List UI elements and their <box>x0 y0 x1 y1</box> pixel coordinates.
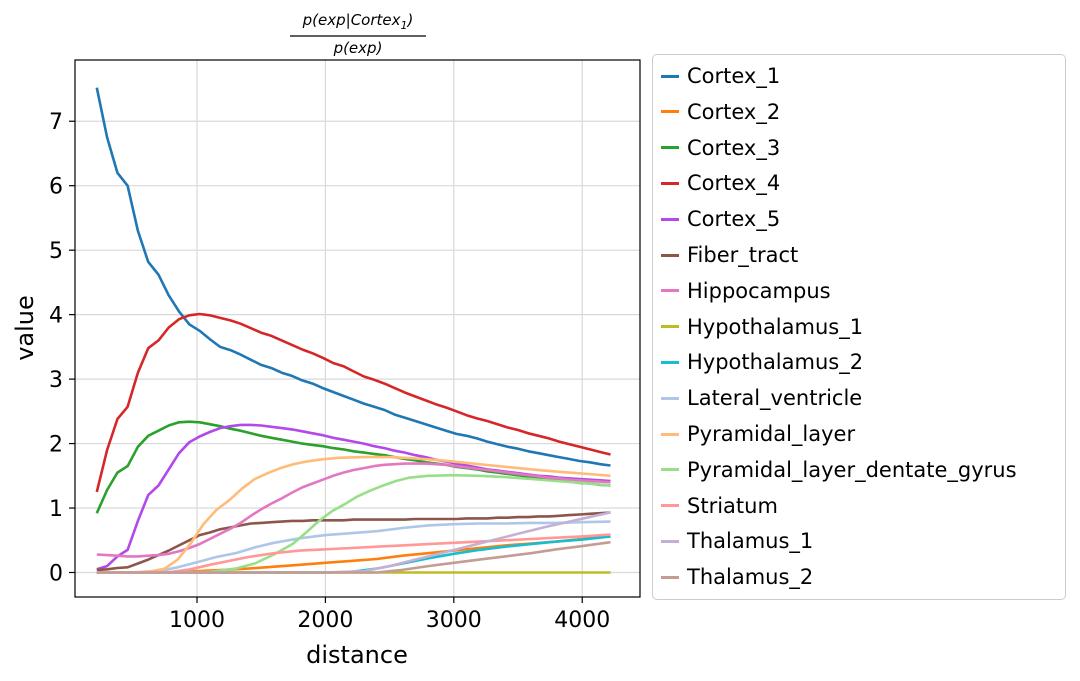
series-line-cortex-4 <box>95 312 611 493</box>
chart-legend: Cortex_1 Cortex_2 Cortex_3 Cortex_4 Cortex_5… <box>652 54 1066 600</box>
chart-title: p(exp|Cortex1) p(exp) <box>290 11 426 57</box>
x-tick-label: 1000 <box>169 608 225 633</box>
series-line-pyramidal-layer <box>96 455 611 574</box>
series-line-lateral-ventricle <box>96 520 611 574</box>
legend-item: Pyramidal_layer <box>661 419 855 449</box>
y-tick-label: 2 <box>49 433 63 458</box>
legend-label: Hypothalamus_2 <box>687 350 864 375</box>
legend-item: Thalamus_1 <box>661 526 813 556</box>
legend-swatch <box>661 181 679 185</box>
legend-swatch <box>661 253 679 257</box>
series-line-fiber-tract <box>96 511 611 572</box>
x-tick-label: 2000 <box>297 608 353 633</box>
legend-label: Thalamus_1 <box>687 529 814 554</box>
legend-swatch <box>661 396 679 400</box>
y-tick-label: 0 <box>49 562 63 587</box>
x-tick-label: 3000 <box>426 608 482 633</box>
legend-swatch <box>661 504 679 508</box>
legend-item: Hippocampus <box>661 276 831 306</box>
legend-label: Pyramidal_layer <box>687 422 856 446</box>
legend-item: Cortex_5 <box>661 204 780 234</box>
y-tick-label: 1 <box>49 497 63 522</box>
title-numerator-text: p(exp|Cortex <box>302 11 401 29</box>
series-line-pyramidal-layer-dentate-gyrus <box>96 473 611 574</box>
legend-swatch <box>661 74 679 78</box>
legend-swatch <box>661 432 679 436</box>
legend-label: Lateral_ventricle <box>687 386 863 411</box>
legend-swatch <box>661 217 679 221</box>
legend-swatch <box>661 110 679 114</box>
legend-item: Fiber_tract <box>661 240 798 270</box>
title-numerator-subscript: 1 <box>401 19 408 32</box>
legend-item: Cortex_2 <box>661 97 780 127</box>
series-line-thalamus-2 <box>96 540 611 574</box>
axis-ticks: 1000 2000 3000 4000 0 1 2 3 4 5 6 7 <box>49 110 610 633</box>
legend-item: Hypothalamus_1 <box>661 312 863 342</box>
legend-label: Cortex_3 <box>687 135 781 160</box>
legend-item: Striatum <box>661 491 778 521</box>
legend-swatch <box>661 146 679 150</box>
series-line-cortex-1 <box>95 87 611 467</box>
series-lines <box>95 87 611 574</box>
legend-item: Hypothalamus_2 <box>661 347 863 377</box>
legend-label: Cortex_4 <box>687 171 781 196</box>
legend-label: Hypothalamus_1 <box>687 314 864 339</box>
legend-swatch <box>661 325 679 329</box>
legend-label: Cortex_1 <box>687 64 781 88</box>
legend-label: Cortex_5 <box>687 207 781 232</box>
legend-item: Cortex_3 <box>661 133 780 163</box>
legend-swatch <box>661 468 679 472</box>
x-axis-label: distance <box>306 641 408 669</box>
legend-swatch <box>661 575 679 579</box>
series-line-striatum <box>96 533 611 574</box>
x-tick-label: 4000 <box>554 608 610 633</box>
legend-label: Thalamus_2 <box>687 565 814 590</box>
legend-item: Pyramidal_layer_dentate_gyrus <box>661 455 1017 485</box>
plot-frame <box>74 59 641 598</box>
y-axis-label: value <box>11 295 39 361</box>
legend-item: Lateral_ventricle <box>661 383 862 413</box>
y-tick-label: 7 <box>49 110 63 135</box>
legend-swatch <box>661 360 679 364</box>
y-tick-label: 3 <box>49 368 63 393</box>
legend-label: Pyramidal_layer_dentate_gyrus <box>687 457 1017 482</box>
title-numerator: p(exp|Cortex1) <box>302 11 414 32</box>
y-tick-label: 5 <box>49 239 63 264</box>
y-tick-label: 6 <box>49 175 63 200</box>
legend-swatch <box>661 289 679 293</box>
title-numerator-close: ) <box>407 11 414 29</box>
legend-label: Hippocampus <box>687 278 831 303</box>
legend-label: Cortex_2 <box>687 99 781 124</box>
legend-item: Cortex_4 <box>661 168 780 198</box>
series-line-hippocampus <box>96 462 611 558</box>
legend-item: Thalamus_2 <box>661 562 813 592</box>
legend-item: Cortex_1 <box>661 61 780 91</box>
y-tick-label: 4 <box>49 304 63 329</box>
legend-label: Striatum <box>687 493 778 518</box>
title-denominator: p(exp) <box>333 39 383 57</box>
legend-label: Fiber_tract <box>687 243 799 267</box>
legend-swatch <box>661 539 679 543</box>
